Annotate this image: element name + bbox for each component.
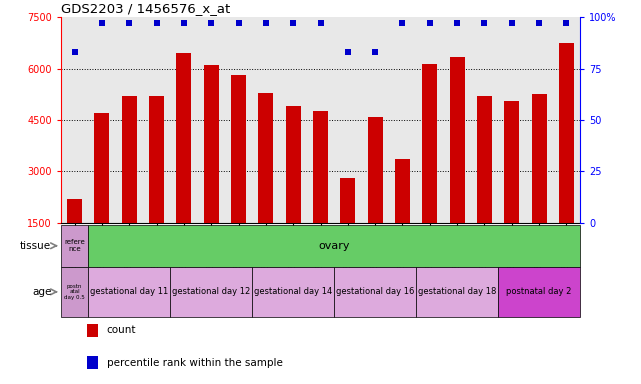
Text: ovary: ovary: [319, 241, 350, 251]
Text: tissue: tissue: [20, 241, 51, 251]
Bar: [477, 96, 492, 223]
Bar: [149, 96, 164, 223]
Text: gestational day 11: gestational day 11: [90, 287, 169, 296]
Text: gestational day 16: gestational day 16: [336, 287, 414, 296]
Point: [69, 49, 79, 55]
Bar: [61, 267, 88, 317]
Text: postn
atal
day 0.5: postn atal day 0.5: [64, 283, 85, 300]
Point: [179, 20, 189, 26]
Bar: [87, 356, 98, 369]
Text: gestational day 12: gestational day 12: [172, 287, 251, 296]
Point: [261, 20, 271, 26]
Point: [397, 20, 408, 26]
Bar: [498, 267, 580, 317]
Point: [370, 49, 380, 55]
Text: GDS2203 / 1456576_x_at: GDS2203 / 1456576_x_at: [61, 2, 230, 15]
Bar: [258, 93, 273, 223]
Bar: [422, 63, 437, 223]
Bar: [61, 225, 88, 267]
Bar: [395, 159, 410, 223]
Bar: [286, 106, 301, 223]
Bar: [368, 117, 383, 223]
Bar: [171, 267, 252, 317]
Point: [425, 20, 435, 26]
Point: [343, 49, 353, 55]
Text: count: count: [106, 325, 136, 335]
Bar: [176, 53, 192, 223]
Point: [506, 20, 517, 26]
Bar: [504, 101, 519, 223]
Point: [151, 20, 162, 26]
Point: [233, 20, 244, 26]
Bar: [559, 43, 574, 223]
Bar: [340, 178, 355, 223]
Bar: [252, 267, 334, 317]
Point: [97, 20, 107, 26]
Bar: [416, 267, 498, 317]
Text: percentile rank within the sample: percentile rank within the sample: [106, 358, 283, 368]
Bar: [87, 324, 98, 337]
Point: [288, 20, 298, 26]
Text: gestational day 14: gestational day 14: [254, 287, 332, 296]
Text: gestational day 18: gestational day 18: [418, 287, 496, 296]
Text: postnatal day 2: postnatal day 2: [506, 287, 572, 296]
Point: [452, 20, 462, 26]
Point: [315, 20, 326, 26]
Bar: [122, 96, 137, 223]
Point: [479, 20, 490, 26]
Bar: [88, 267, 171, 317]
Bar: [313, 111, 328, 223]
Bar: [94, 113, 110, 223]
Point: [206, 20, 216, 26]
Point: [562, 20, 572, 26]
Point: [534, 20, 544, 26]
Point: [124, 20, 135, 26]
Bar: [67, 199, 82, 223]
Bar: [449, 57, 465, 223]
Bar: [531, 94, 547, 223]
Bar: [334, 267, 416, 317]
Text: age: age: [32, 287, 51, 297]
Bar: [204, 65, 219, 223]
Bar: [231, 76, 246, 223]
Text: refere
nce: refere nce: [64, 239, 85, 252]
